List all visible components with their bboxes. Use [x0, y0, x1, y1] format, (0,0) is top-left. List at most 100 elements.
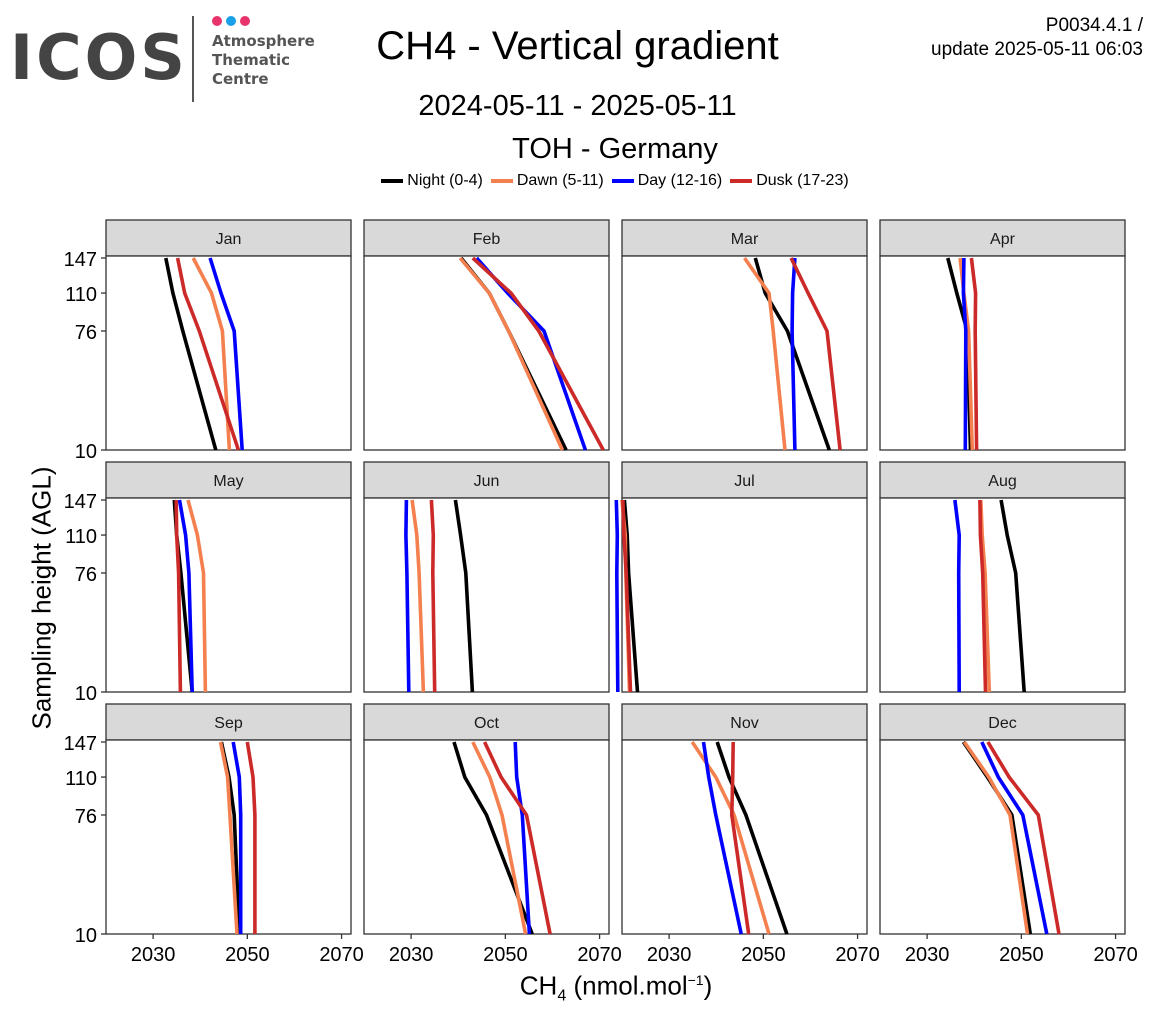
series-line-aug-night [999, 499, 1026, 693]
series-line-oct-dusk [482, 741, 552, 935]
logo-dot-1 [212, 16, 222, 26]
chart-title: CH4 - Vertical gradient [376, 24, 779, 68]
series-line-jun-night [453, 499, 475, 693]
legend-label-dusk: Dusk (17-23) [756, 172, 849, 189]
y-tick-label-76-row1: 76 [75, 564, 97, 586]
panel-feb [363, 255, 610, 451]
y-tick-label-110-row1: 110 [65, 526, 97, 548]
y-tick-label-76-row0: 76 [75, 322, 97, 344]
series-line-jul-dusk [621, 499, 633, 693]
series-line-jun-dawn [410, 499, 426, 693]
series-line-aug-day [953, 499, 962, 693]
x-tick-label-2030-sep: 2030 [131, 944, 176, 966]
y-tick-label-76-row2: 76 [75, 806, 97, 828]
x-tick-label-2070-oct: 2070 [577, 944, 622, 966]
logo-subtitle-line-1: Atmosphere [212, 32, 315, 50]
series-line-nov-night [715, 741, 789, 935]
series-line-mar-night [753, 257, 831, 451]
x-tick-label-2030-nov: 2030 [647, 944, 692, 966]
series-line-dec-dusk [986, 741, 1061, 935]
version-info: P0034.4.1 / update 2025-05-11 06:03 [931, 14, 1143, 62]
panel-aug [879, 497, 1126, 693]
y-tick-label-147-row0: 147 [64, 249, 97, 271]
legend-swatch-night [381, 179, 404, 183]
icos-logo: ICOS [10, 21, 188, 94]
series-line-jan-dawn [191, 257, 232, 451]
panel-strip-label-mar: Mar [731, 231, 759, 248]
series-line-nov-dawn [690, 740, 771, 935]
series-line-jun-day [404, 499, 411, 693]
panel-mar [621, 255, 868, 451]
panel-strip-label-jan: Jan [216, 231, 242, 248]
y-tick-label-110-row2: 110 [65, 768, 97, 790]
x-tick-label-2050-dec: 2050 [999, 944, 1044, 966]
legend-swatch-dawn [490, 179, 513, 183]
panel-strip-jun [363, 461, 610, 499]
x-axis-label-superscript: −1 [687, 971, 704, 988]
y-tick-label-110-row0: 110 [65, 284, 97, 306]
series-line-may-day [177, 499, 194, 693]
logo-dot-3 [240, 16, 250, 26]
legend-swatch-dusk [730, 179, 753, 183]
series-line-nov-dusk [729, 741, 751, 935]
panel-strip-label-aug: Aug [988, 473, 1016, 490]
logo-subtitle-line-3: Centre [212, 70, 269, 88]
y-tick-label-147-row2: 147 [64, 733, 97, 755]
series-line-oct-day [513, 741, 532, 935]
legend-item-dawn: Dawn (5-11) [490, 172, 604, 190]
x-axis-label-subscript: 4 [557, 987, 567, 1005]
series-line-jan-day [208, 257, 244, 451]
series-line-oct-night [452, 741, 534, 935]
version-line-1: P0034.4.1 / [1045, 15, 1143, 36]
series-line-jul-night [622, 499, 640, 693]
logo-divider [192, 16, 194, 102]
panel-strip-may [105, 461, 352, 499]
series-line-mar-dusk [789, 257, 842, 451]
series-line-jan-night [164, 257, 218, 451]
x-axis-label: CH4 (nmol.mol−1) [520, 970, 712, 1005]
x-tick-label-2050-sep: 2050 [225, 944, 270, 966]
y-tick-label-10-row2: 10 [75, 925, 97, 947]
x-tick-label-2070-nov: 2070 [835, 944, 880, 966]
series-line-jun-dusk [429, 499, 437, 693]
x-tick-label-2050-oct: 2050 [483, 944, 528, 966]
legend-item-day: Day (12-16) [611, 172, 723, 190]
legend-item-night: Night (0-4) [381, 172, 483, 190]
x-axis-label-unit: (nmol.mol [566, 970, 688, 1001]
series-line-may-dawn [186, 499, 208, 693]
panel-strip-sep [105, 703, 352, 741]
y-tick-label-10-row1: 10 [75, 683, 97, 705]
series-line-jan-dusk [175, 257, 241, 451]
legend-swatch-day [611, 179, 634, 183]
panel-strip-apr [879, 219, 1126, 257]
legend-label-night: Night (0-4) [407, 172, 483, 189]
panel-strip-dec [879, 703, 1126, 741]
panel-strip-label-jul: Jul [734, 473, 754, 490]
panel-jul [621, 497, 868, 693]
series-line-apr-day [961, 257, 968, 451]
panel-strip-label-may: May [213, 473, 243, 490]
logo-dot-2 [226, 16, 236, 26]
panel-strip-label-sep: Sep [214, 715, 243, 732]
legend-label-day: Day (12-16) [637, 172, 723, 189]
series-line-dec-day [980, 741, 1049, 935]
series-line-sep-dawn [218, 741, 239, 935]
x-axis-label-unit-end: ) [703, 970, 713, 1001]
y-tick-label-147-row1: 147 [64, 491, 97, 513]
series-line-aug-dusk [978, 499, 988, 693]
panel-jun [363, 497, 610, 693]
panel-strip-jan [105, 219, 352, 257]
series-line-oct-dawn [471, 741, 528, 935]
chart-legend: Night (0-4) Dawn (5-11) Day (12-16) Dusk… [0, 172, 1155, 190]
panel-may [105, 497, 352, 693]
version-line-2: update 2025-05-11 06:03 [931, 39, 1143, 60]
y-axis-label: Sampling height (AGL) [26, 466, 57, 730]
x-tick-label-2070-dec: 2070 [1093, 944, 1138, 966]
series-line-jul-day [614, 499, 620, 693]
panel-strip-label-feb: Feb [473, 231, 501, 248]
panel-strip-label-jun: Jun [474, 473, 500, 490]
panel-strip-label-apr: Apr [990, 231, 1016, 248]
series-line-feb-dawn [458, 256, 565, 451]
series-line-may-dusk [174, 499, 183, 693]
